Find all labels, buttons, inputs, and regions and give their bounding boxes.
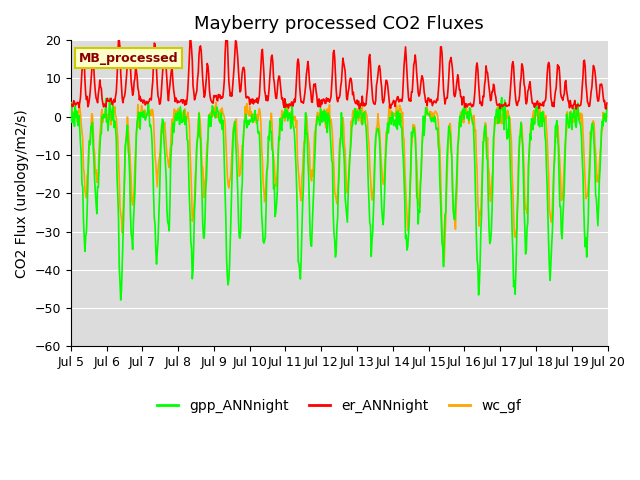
Legend: gpp_ANNnight, er_ANNnight, wc_gf: gpp_ANNnight, er_ANNnight, wc_gf bbox=[152, 393, 527, 419]
Y-axis label: CO2 Flux (urology/m2/s): CO2 Flux (urology/m2/s) bbox=[15, 109, 29, 277]
Title: Mayberry processed CO2 Fluxes: Mayberry processed CO2 Fluxes bbox=[195, 15, 484, 33]
Text: MB_processed: MB_processed bbox=[79, 51, 179, 64]
